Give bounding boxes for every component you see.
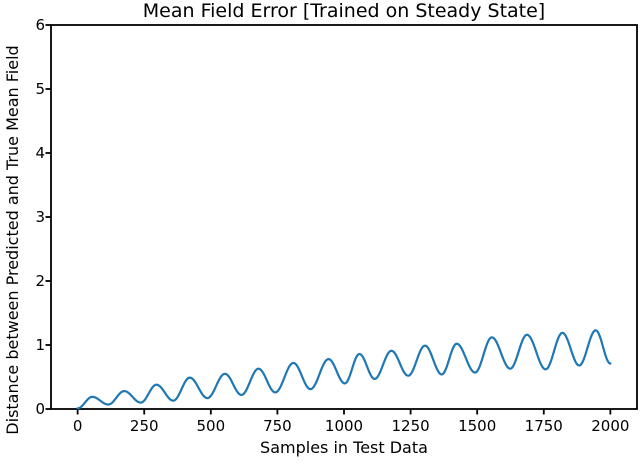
- plot-border: [50, 24, 638, 410]
- x-tick-label: 1250: [391, 417, 429, 435]
- y-tick-label: 3: [35, 208, 45, 226]
- error-curve: [76, 329, 612, 410]
- y-tick-label: 4: [35, 144, 45, 162]
- x-tick-label: 1750: [525, 417, 563, 435]
- y-tick-label: 1: [35, 336, 45, 354]
- x-axis-label: Samples in Test Data: [260, 438, 428, 457]
- x-tick-label: 1500: [458, 417, 496, 435]
- y-tick-label: 0: [35, 400, 45, 418]
- x-tick-label: 0: [73, 417, 83, 435]
- y-tick-label: 6: [35, 16, 45, 34]
- chart-title: Mean Field Error [Trained on Steady Stat…: [142, 0, 546, 22]
- x-tick-label: 500: [196, 417, 225, 435]
- x-tick-label: 1000: [325, 417, 363, 435]
- x-tick-label: 750: [263, 417, 292, 435]
- y-tick-label: 5: [35, 80, 45, 98]
- y-tick-label: 2: [35, 272, 45, 290]
- x-tick-label: 2000: [591, 417, 629, 435]
- x-tick-label: 250: [130, 417, 159, 435]
